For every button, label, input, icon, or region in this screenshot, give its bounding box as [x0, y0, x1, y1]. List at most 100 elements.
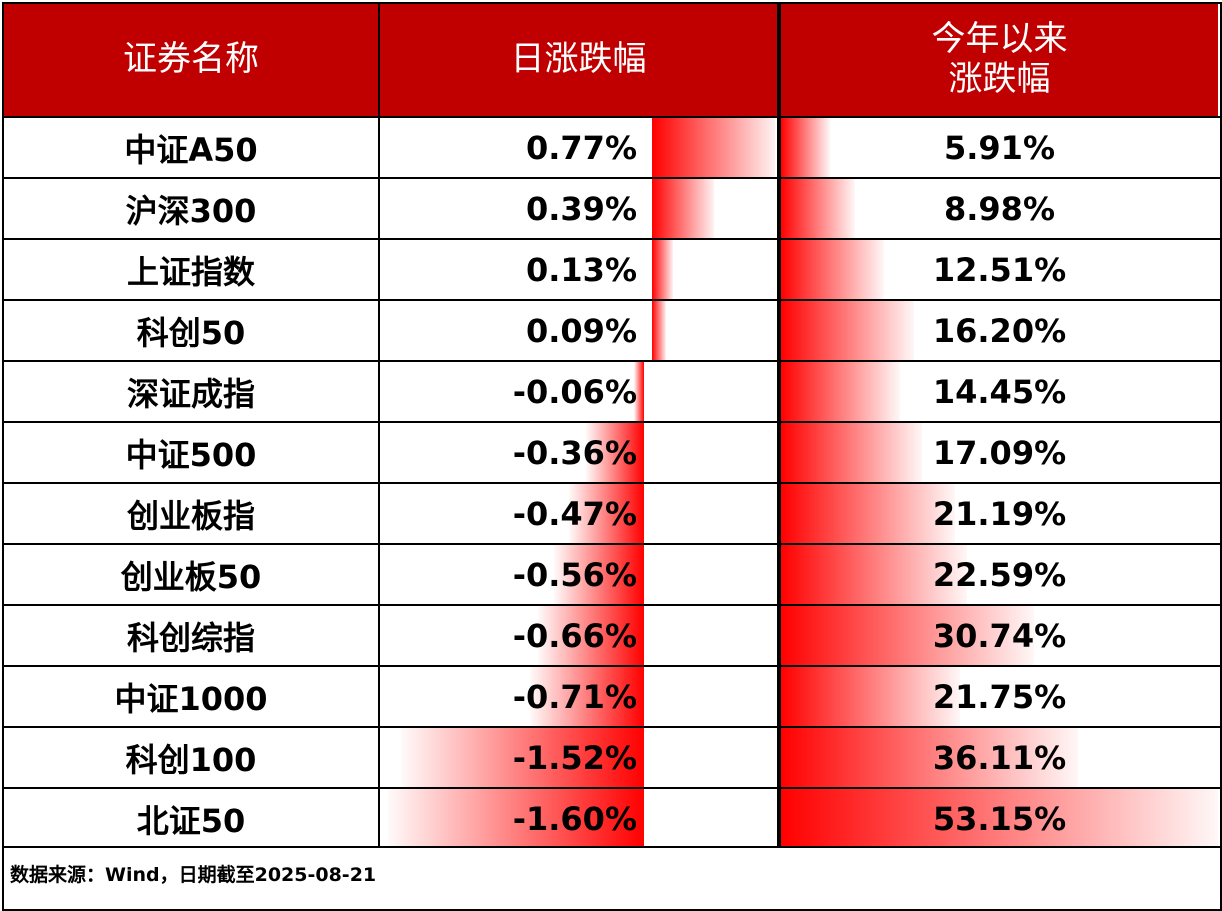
- row-name-cell: 中证500: [4, 423, 378, 482]
- header-daily-change: 日涨跌幅: [380, 2, 777, 116]
- header-ytd-label-line1: 今年以来: [931, 19, 1068, 59]
- row-ytd-cell: 12.51%: [781, 240, 1218, 299]
- header-divider: [2, 116, 1220, 118]
- row-daily-cell: -1.60%: [380, 789, 777, 848]
- row-divider: [2, 726, 1220, 728]
- security-name: 科创综指: [126, 618, 255, 657]
- row-divider: [2, 299, 1220, 301]
- daily-change-bar: [568, 484, 644, 543]
- daily-change-bar: [388, 789, 644, 848]
- row-divider: [2, 787, 1220, 789]
- data-source-note: 数据来源：Wind，日期截至2025-08-21: [10, 864, 377, 886]
- daily-change-bar: [652, 240, 673, 299]
- row-name-cell: 创业板指: [4, 484, 378, 543]
- row-name-cell: 中证A50: [4, 118, 378, 177]
- security-name: 创业板指: [126, 496, 255, 535]
- ytd-change-value: 21.19%: [932, 494, 1067, 533]
- header-ytd-change: 今年以来 涨跌幅: [781, 2, 1218, 116]
- row-divider: [2, 482, 1220, 484]
- ytd-change-value: 8.98%: [943, 189, 1055, 228]
- row-ytd-cell: 36.11%: [781, 728, 1218, 787]
- row-ytd-cell: 14.45%: [781, 362, 1218, 421]
- daily-change-value: -0.06%: [512, 372, 637, 411]
- ytd-change-value: 36.11%: [932, 738, 1067, 777]
- row-divider: [2, 543, 1220, 545]
- row-ytd-cell: 21.75%: [781, 667, 1218, 726]
- daily-change-value: -1.60%: [512, 799, 637, 838]
- ytd-change-bar: [781, 240, 884, 299]
- row-divider: [2, 604, 1220, 606]
- daily-change-value: 0.13%: [525, 250, 637, 289]
- row-ytd-cell: 8.98%: [781, 179, 1218, 238]
- row-ytd-cell: 17.09%: [781, 423, 1218, 482]
- daily-change-bar: [530, 667, 644, 726]
- row-ytd-cell: 30.74%: [781, 606, 1218, 665]
- daily-change-bar: [652, 179, 715, 238]
- row-ytd-cell: 21.19%: [781, 484, 1218, 543]
- column-divider: [378, 2, 380, 848]
- daily-change-value: -0.47%: [512, 494, 637, 533]
- daily-change-value: 0.09%: [525, 311, 637, 350]
- ytd-change-bar: [781, 667, 960, 726]
- ytd-change-bar: [781, 179, 855, 238]
- row-name-cell: 科创综指: [4, 606, 378, 665]
- row-daily-cell: -0.56%: [380, 545, 777, 604]
- daily-change-bar: [400, 728, 644, 787]
- ytd-change-bar: [781, 728, 1078, 787]
- ytd-change-value: 12.51%: [932, 250, 1067, 289]
- row-name-cell: 科创100: [4, 728, 378, 787]
- daily-change-value: -0.56%: [512, 555, 637, 594]
- row-name-cell: 沪深300: [4, 179, 378, 238]
- row-daily-cell: -0.06%: [380, 362, 777, 421]
- row-daily-cell: -1.52%: [380, 728, 777, 787]
- row-daily-cell: -0.71%: [380, 667, 777, 726]
- daily-change-value: -0.66%: [512, 616, 637, 655]
- row-divider: [2, 360, 1220, 362]
- row-ytd-cell: 5.91%: [781, 118, 1218, 177]
- row-daily-cell: -0.66%: [380, 606, 777, 665]
- daily-change-bar: [634, 362, 644, 421]
- ytd-change-value: 53.15%: [932, 799, 1067, 838]
- daily-change-bar: [652, 301, 667, 360]
- ytd-change-bar: [781, 362, 900, 421]
- security-name: 中证1000: [114, 679, 268, 718]
- column-divider: [779, 2, 781, 848]
- daily-change-value: -1.52%: [512, 738, 637, 777]
- row-ytd-cell: 22.59%: [781, 545, 1218, 604]
- header-name: 证券名称: [4, 2, 378, 116]
- ytd-change-value: 16.20%: [932, 311, 1067, 350]
- security-name: 深证成指: [126, 374, 255, 413]
- ytd-change-bar: [781, 789, 1218, 848]
- daily-change-bar: [554, 545, 644, 604]
- ytd-change-bar: [781, 301, 915, 360]
- row-daily-cell: 0.13%: [380, 240, 777, 299]
- daily-change-bar: [538, 606, 644, 665]
- security-name: 中证500: [125, 435, 257, 474]
- row-name-cell: 创业板50: [4, 545, 378, 604]
- daily-change-bar: [652, 118, 776, 177]
- daily-change-value: 0.77%: [525, 128, 637, 167]
- daily-change-value: 0.39%: [525, 189, 637, 228]
- header-name-label: 证券名称: [123, 39, 259, 79]
- row-divider: [2, 421, 1220, 423]
- row-name-cell: 科创50: [4, 301, 378, 360]
- daily-change-value: -0.71%: [512, 677, 637, 716]
- security-name: 科创50: [136, 313, 246, 352]
- security-name: 科创100: [125, 740, 257, 779]
- footer-divider: [2, 846, 1220, 848]
- row-divider: [2, 177, 1220, 179]
- daily-change-value: -0.36%: [512, 433, 637, 472]
- ytd-change-value: 5.91%: [943, 128, 1055, 167]
- row-name-cell: 中证1000: [4, 667, 378, 726]
- row-ytd-cell: 16.20%: [781, 301, 1218, 360]
- row-daily-cell: 0.09%: [380, 301, 777, 360]
- security-name: 沪深300: [125, 191, 257, 230]
- row-name-cell: 北证50: [4, 789, 378, 848]
- row-daily-cell: 0.77%: [380, 118, 777, 177]
- header-daily-label: 日涨跌幅: [510, 39, 647, 79]
- row-name-cell: 上证指数: [4, 240, 378, 299]
- daily-change-bar: [586, 423, 644, 482]
- column-divider: [777, 2, 779, 848]
- security-name: 中证A50: [124, 130, 258, 169]
- ytd-change-bar: [781, 484, 956, 543]
